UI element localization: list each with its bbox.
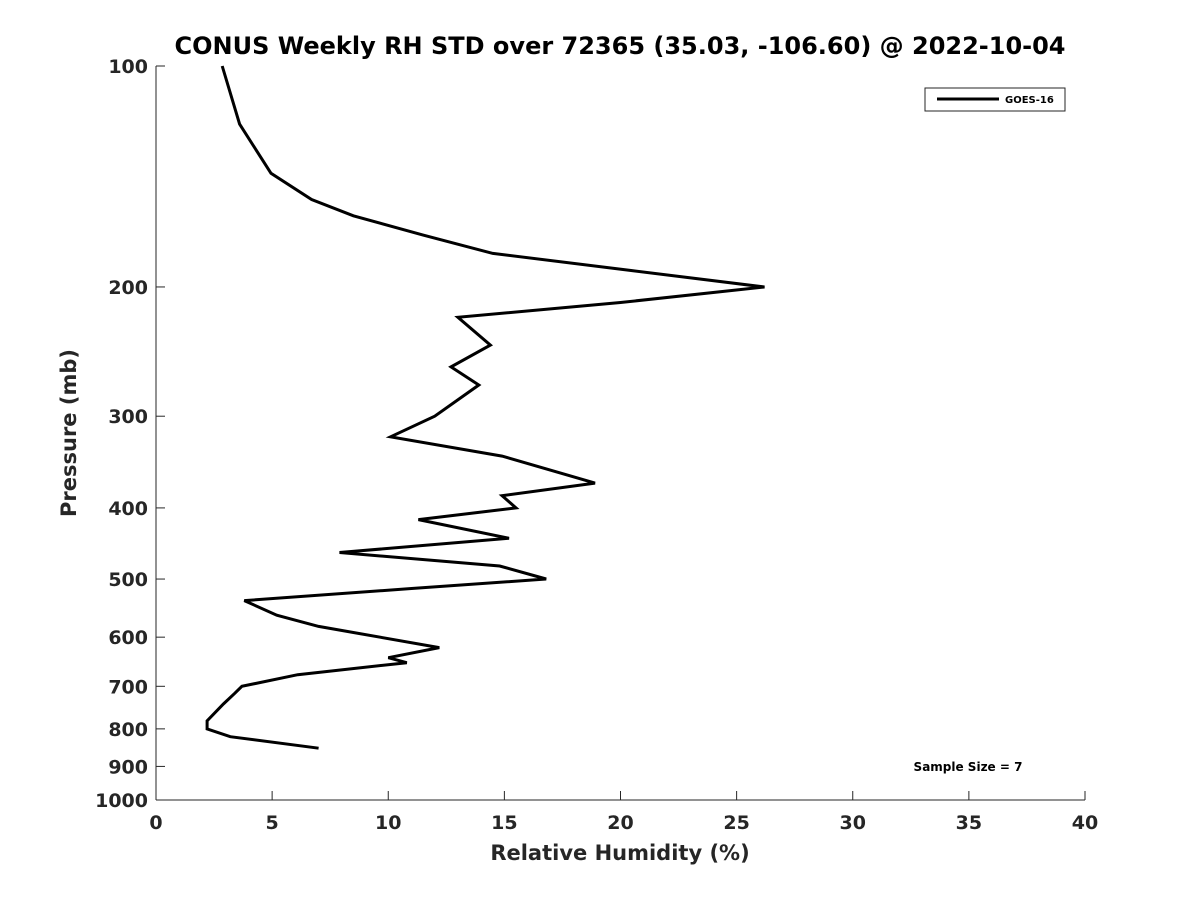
- x-tick-label: 10: [375, 812, 401, 834]
- x-tick-label: 5: [266, 812, 279, 834]
- x-tick-label: 15: [491, 812, 517, 834]
- y-tick-label: 700: [108, 676, 148, 698]
- chart-title: CONUS Weekly RH STD over 72365 (35.03, -…: [174, 32, 1065, 60]
- legend: GOES-16: [924, 87, 1066, 112]
- y-tick-label: 1000: [95, 790, 148, 812]
- x-axis-label: Relative Humidity (%): [490, 841, 749, 865]
- series-layer: [205, 65, 765, 750]
- sample-size-annotation: Sample Size = 7: [914, 760, 1023, 774]
- y-axis-label: Pressure (mb): [57, 349, 81, 517]
- x-tick-label: 40: [1072, 812, 1098, 834]
- x-tick-label: 35: [956, 812, 982, 834]
- series-line-goes-16: [205, 65, 765, 750]
- y-tick-label: 900: [108, 756, 148, 778]
- legend-label-goes-16: GOES-16: [1005, 95, 1054, 106]
- y-tick-label: 300: [108, 406, 148, 428]
- x-tick-label: 0: [149, 812, 162, 834]
- y-tick-label: 600: [108, 627, 148, 649]
- x-tick-label: 30: [840, 812, 866, 834]
- x-tick-label: 20: [607, 812, 633, 834]
- y-tick-label: 400: [108, 498, 148, 520]
- x-axis-ticks: 0 5 10 15 20 25 30 35 40: [149, 791, 1098, 834]
- y-tick-label: 800: [108, 719, 148, 741]
- y-tick-label: 100: [108, 56, 148, 78]
- y-tick-label: 500: [108, 569, 148, 591]
- y-tick-label: 200: [108, 277, 148, 299]
- y-axis-ticks: 100 200 300 400 500 600 700 800 900 1000: [95, 56, 165, 812]
- x-tick-label: 25: [723, 812, 749, 834]
